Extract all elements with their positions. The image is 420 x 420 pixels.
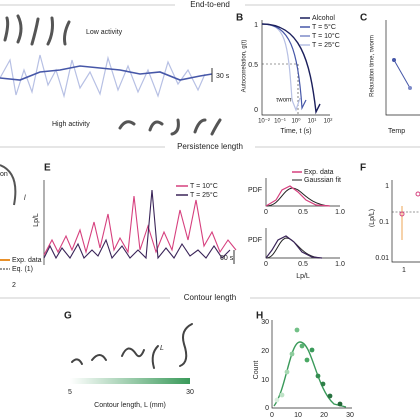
points: [274, 327, 343, 407]
legend-label: T = 25°C: [190, 191, 218, 199]
x-tick-label: 1: [402, 267, 406, 274]
scale-label: 60 s: [220, 255, 234, 262]
y-axis-label: Autocorrelation, g(t): [242, 40, 248, 93]
x-axis-label: Temp: [388, 128, 405, 135]
y-tick-label: 1: [254, 22, 258, 29]
legend-label: T = 5°C: [312, 23, 336, 31]
curve: [261, 23, 307, 111]
worms: [71, 323, 193, 369]
y-tick-label: 10: [261, 377, 269, 384]
legend: Alcohol T = 5°C T = 10°C T = 25°C: [300, 15, 340, 49]
axes: [265, 228, 340, 259]
label: L: [160, 345, 164, 352]
x-tick-label: 1.0: [335, 261, 345, 268]
trace: [0, 65, 213, 81]
fit: [273, 341, 347, 408]
guide: [262, 63, 299, 115]
y-axis-label: PDF: [248, 187, 262, 194]
point: [415, 191, 420, 197]
axes: [261, 20, 330, 116]
curve: [261, 23, 321, 115]
y-tick-label: 0.01: [375, 255, 389, 262]
panel-label: C: [360, 13, 367, 24]
y-tick-label: 0.5: [248, 62, 258, 69]
y-axis-label: Count: [253, 361, 260, 380]
y-tick-label: 20: [261, 348, 269, 355]
x-axis-label: Lp/L: [296, 273, 310, 280]
y-tick-label: 30: [261, 319, 269, 326]
label: Low activity: [86, 29, 123, 36]
worm: [0, 164, 17, 206]
legend-label: T = 25°C: [312, 41, 340, 49]
x-tick-label: 20: [320, 412, 328, 419]
label: on: [0, 171, 8, 178]
label: l: [24, 195, 26, 202]
panel-label: E: [44, 163, 51, 174]
x-tick-label: 0: [270, 412, 274, 419]
legend-label: T = 10°C: [312, 32, 340, 40]
panel-a: [3, 14, 222, 136]
x-tick-label: 10²: [324, 119, 333, 125]
x-tick-label: 1.0: [335, 209, 345, 216]
tick-label: 2: [12, 282, 16, 289]
point: [408, 86, 412, 90]
point: [392, 58, 396, 62]
x-tick-label: 10: [294, 412, 302, 419]
scale-label: 30 s: [216, 73, 230, 80]
y-tick-label: 0: [265, 405, 269, 412]
x-tick-label: 10⁰: [291, 118, 301, 125]
color-bar: [70, 378, 190, 384]
scale-label: Contour length, L (mm): [94, 402, 166, 409]
panel-label: G: [64, 311, 72, 322]
legend-label: Alcohol: [312, 15, 335, 22]
legend-label: T = 10°C: [190, 182, 218, 190]
y-tick-label: 0: [254, 107, 258, 114]
fit: [265, 187, 331, 207]
panel-label: B: [236, 13, 243, 24]
y-tick-label: 0.1: [379, 219, 389, 226]
legend-label: Exp. data: [12, 257, 42, 264]
trace-light: [0, 54, 206, 99]
y-tick-label: 1: [385, 183, 389, 190]
x-tick-label: 30: [346, 412, 354, 419]
trend: [393, 59, 411, 89]
x-tick-label: 10⁻²: [258, 119, 270, 125]
section-title: Persistence length: [177, 142, 243, 151]
legend-label: Exp. data: [304, 169, 334, 176]
axes: [391, 180, 420, 263]
fit: [265, 237, 321, 259]
section-title: Contour length: [184, 293, 236, 302]
legend-label: Eq. (1): [12, 266, 33, 273]
trace: [43, 195, 237, 256]
y-axis-label: Relaxation time, τworm: [370, 35, 376, 97]
x-tick-label: 0.5: [298, 209, 308, 216]
histogram: [265, 235, 323, 259]
x-axis-label: Time, t (s): [280, 128, 311, 135]
label: High activity: [52, 121, 90, 128]
x-tick-label: 10¹: [308, 119, 317, 125]
y-axis-label: Lp/L: [33, 213, 40, 227]
panel-label: F: [360, 163, 366, 174]
panel-label: H: [256, 311, 263, 322]
legend-label: Gaussian fit: [304, 177, 341, 184]
x-tick-label: 0: [264, 209, 268, 216]
tick-label: 30: [186, 389, 194, 396]
annotation: τworm: [276, 98, 293, 104]
axes: [385, 20, 420, 116]
x-tick-label: 0.5: [298, 261, 308, 268]
histogram: [265, 185, 331, 207]
section-title: End-to-end: [190, 0, 230, 9]
point: [399, 211, 405, 217]
y-axis-label: PDF: [248, 237, 262, 244]
axes: [271, 320, 352, 409]
x-tick-label: 10⁻¹: [274, 119, 286, 125]
tick-label: 5: [68, 389, 72, 396]
trace: [43, 189, 231, 260]
x-tick-label: 0: [264, 261, 268, 268]
y-axis-label: ⟨Lp/L⟩: [368, 208, 376, 227]
